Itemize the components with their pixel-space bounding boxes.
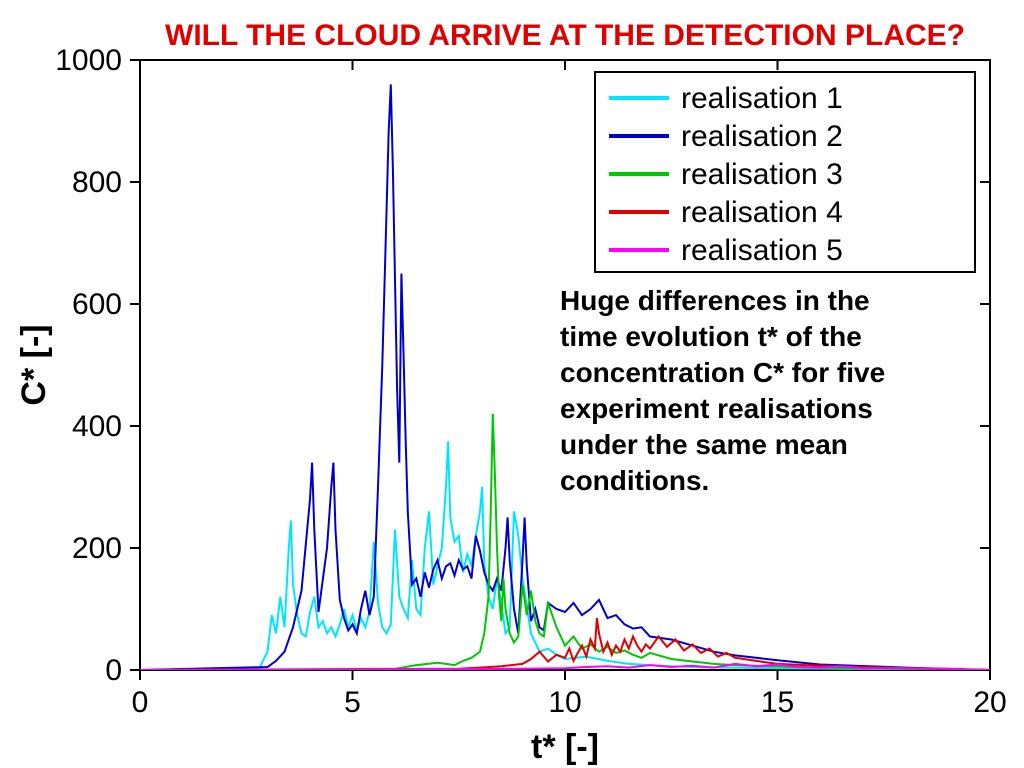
x-axis-title: t* [-] <box>531 728 599 766</box>
y-tick-label: 0 <box>105 654 122 687</box>
annotation-line: experiment realisations <box>560 393 873 424</box>
x-tick-label: 15 <box>761 686 794 719</box>
x-tick-label: 0 <box>132 686 149 719</box>
y-tick-label: 600 <box>72 288 122 321</box>
annotation-line: conditions. <box>560 465 709 496</box>
chart-container: WILL THE CLOUD ARRIVE AT THE DETECTION P… <box>0 0 1024 768</box>
annotation-line: concentration C* for five <box>560 357 885 388</box>
y-tick-label: 800 <box>72 166 122 199</box>
legend-label-1: realisation 1 <box>681 82 843 115</box>
annotation-line: under the same mean <box>560 429 848 460</box>
annotation-line: Huge differences in the <box>560 285 870 316</box>
y-axis-title: C* [-] <box>15 324 53 405</box>
y-tick-label: 400 <box>72 410 122 443</box>
chart-title: WILL THE CLOUD ARRIVE AT THE DETECTION P… <box>165 19 965 52</box>
legend-label-3: realisation 3 <box>681 158 843 191</box>
legend-label-2: realisation 2 <box>681 120 843 153</box>
x-tick-label: 20 <box>973 686 1006 719</box>
legend-label-4: realisation 4 <box>681 196 843 229</box>
y-tick-label: 200 <box>72 532 122 565</box>
y-tick-label: 1000 <box>55 44 122 77</box>
legend-label-5: realisation 5 <box>681 234 843 267</box>
x-tick-label: 5 <box>344 686 361 719</box>
x-tick-label: 10 <box>548 686 581 719</box>
annotation-line: time evolution t* of the <box>560 321 862 352</box>
chart-svg: WILL THE CLOUD ARRIVE AT THE DETECTION P… <box>0 0 1024 768</box>
